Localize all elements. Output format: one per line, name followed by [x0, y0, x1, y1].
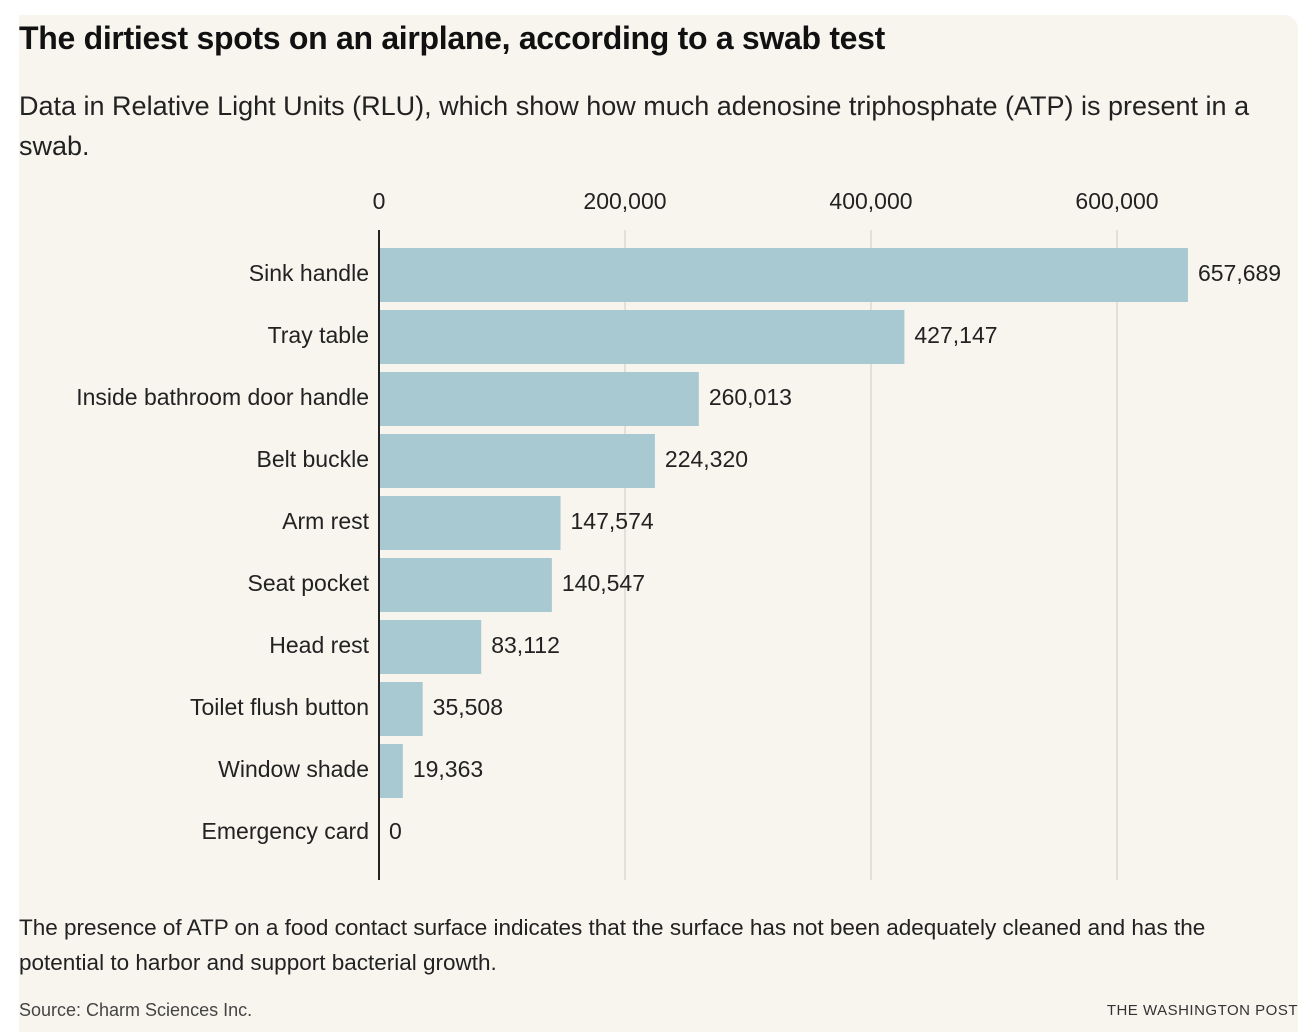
- note: The presence of ATP on a food contact su…: [19, 915, 1206, 975]
- bar: [379, 496, 561, 550]
- chart: 0 200,000 400,000 600,000 Sink handle 657,689…: [76, 188, 1281, 880]
- chart-subtitle: Data in Relative Light Units (RLU), whic…: [19, 91, 1250, 161]
- bar: [379, 248, 1188, 302]
- y-tick-label: Toilet flush button: [190, 694, 369, 720]
- source: Source: Charm Sciences Inc.: [19, 1000, 253, 1020]
- y-tick-label: Window shade: [218, 756, 369, 782]
- bar: [379, 558, 552, 612]
- y-tick-label: Head rest: [269, 632, 369, 658]
- y-tick-label: Inside bathroom door handle: [76, 384, 369, 410]
- value-label: 427,147: [914, 322, 997, 348]
- x-tick-label: 400,000: [829, 188, 912, 214]
- bar: [379, 310, 905, 364]
- bar: [379, 434, 655, 488]
- y-tick-label: Tray table: [268, 322, 369, 348]
- x-tick-label: 200,000: [583, 188, 666, 214]
- value-label: 147,574: [571, 508, 654, 534]
- credit: THE WASHINGTON POST: [1106, 1002, 1298, 1019]
- y-tick-label: Arm rest: [282, 508, 370, 534]
- value-label: 140,547: [562, 570, 645, 596]
- value-label: 35,508: [433, 694, 503, 720]
- x-tick-label: 600,000: [1075, 188, 1158, 214]
- bar: [379, 620, 482, 674]
- bar: [379, 372, 699, 426]
- panel: [19, 15, 1298, 1032]
- y-tick-label: Belt buckle: [256, 446, 369, 472]
- value-label: 224,320: [665, 446, 748, 472]
- bar: [379, 744, 403, 798]
- y-tick-label: Sink handle: [249, 260, 369, 286]
- x-tick-label: 0: [373, 188, 386, 214]
- chart-title: The dirtiest spots on an airplane, accor…: [19, 20, 886, 56]
- value-label: 657,689: [1198, 260, 1281, 286]
- value-label: 83,112: [491, 632, 560, 658]
- value-label: 0: [389, 818, 402, 844]
- value-label: 19,363: [413, 756, 483, 782]
- value-label: 260,013: [709, 384, 792, 410]
- bar: [379, 682, 423, 736]
- y-tick-label: Seat pocket: [248, 570, 370, 596]
- y-tick-label: Emergency card: [202, 818, 369, 844]
